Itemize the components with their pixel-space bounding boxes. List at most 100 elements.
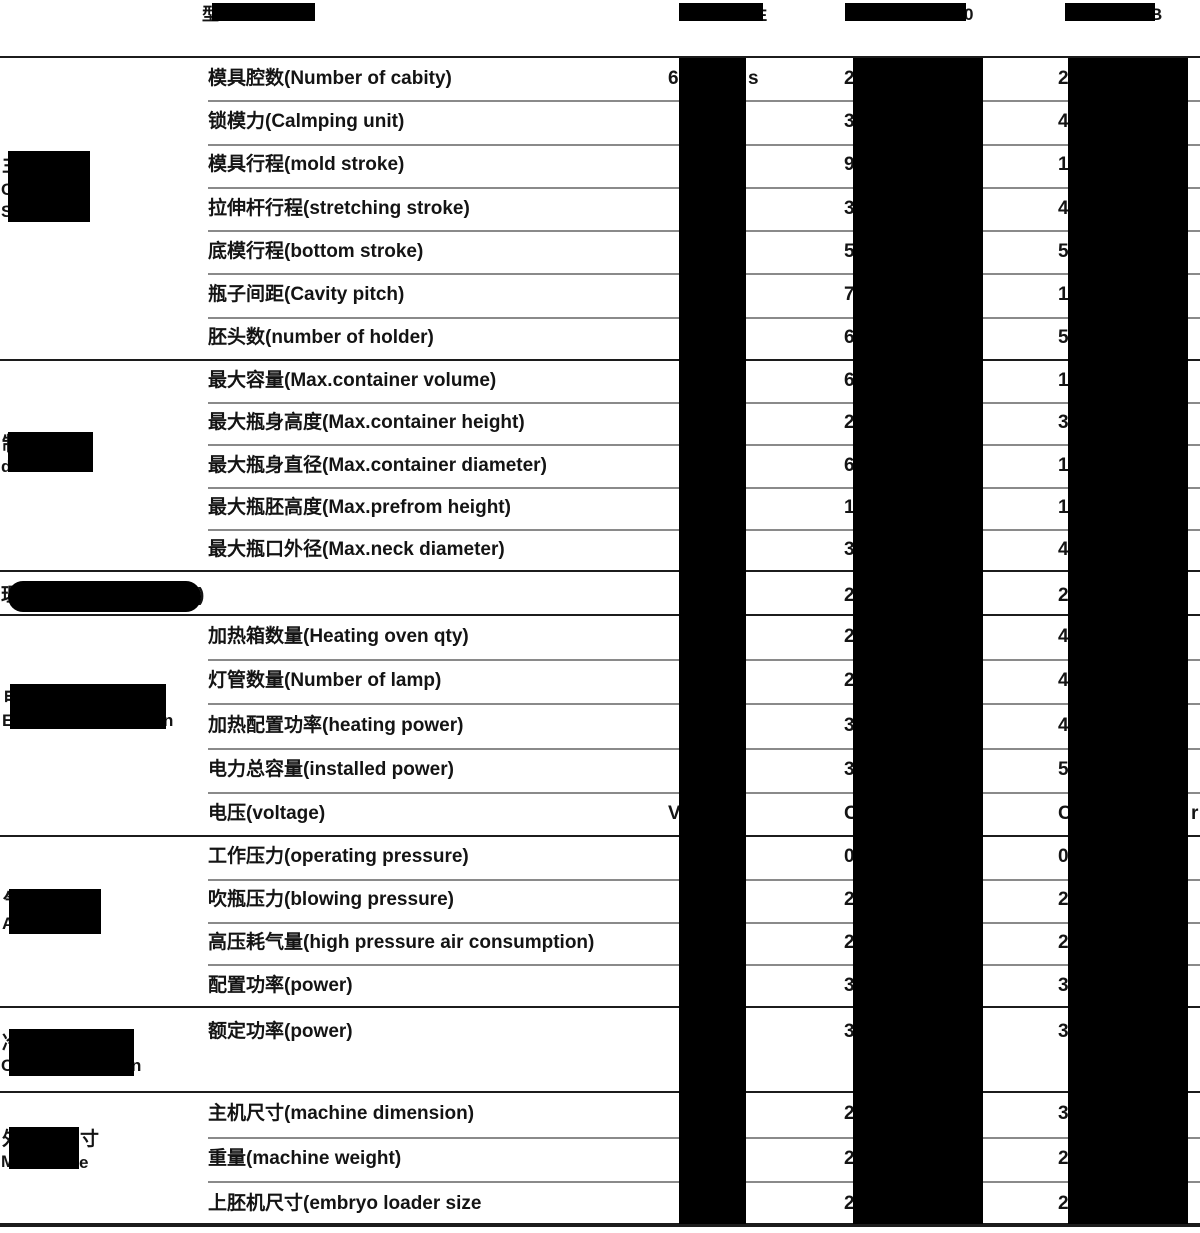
redaction-cat2 (8, 432, 93, 472)
divider (0, 614, 1200, 616)
value-col2-fragment: 3 (844, 198, 855, 219)
redaction-header-model1 (679, 3, 763, 21)
value-col2-fragment: 2 (844, 626, 855, 647)
value-col3-fragment: 5 (1058, 241, 1069, 262)
divider (0, 359, 1200, 361)
divider (0, 1091, 1200, 1093)
row-label: 工作压力(operating pressure) (208, 846, 469, 867)
value-col3-fragment: 4 (1058, 111, 1069, 132)
value-col3-fragment: 1 (1058, 154, 1069, 175)
redaction-cat4 (9, 889, 101, 934)
divider (0, 56, 1200, 58)
row-label: 最大瓶胚高度(Max.prefrom height) (208, 497, 511, 518)
row-label: 瓶子间距(Cavity pitch) (208, 284, 405, 305)
row-label: 底模行程(bottom stroke) (208, 241, 424, 262)
row-label: 主机尺寸(machine dimension) (208, 1103, 475, 1124)
value-col2-fragment: 9 (844, 154, 855, 175)
value-col3-fragment: 1 (1058, 284, 1069, 305)
value-col3-fragment: 4 (1058, 539, 1069, 560)
redaction-col1 (679, 58, 746, 1224)
cat2-fragment-line2: d (1, 457, 12, 476)
value-col2-fragment: 3 (844, 1021, 855, 1042)
row-label: 最大容量(Max.container volume) (208, 370, 497, 391)
value-col3-fragment: 4 (1058, 670, 1069, 691)
row-label: 拉伸杆行程(stretching stroke) (208, 198, 470, 219)
value-col1-fragment-left: 6 (668, 68, 679, 89)
value-col3-fragment-right: r (1191, 803, 1199, 824)
value-col3-fragment: 3 (1058, 975, 1069, 996)
redaction-col2 (853, 58, 983, 1224)
redaction-cat1 (8, 151, 90, 222)
cat3-fragment-line2-end: n (163, 711, 174, 730)
value-col2-fragment: 2 (844, 932, 855, 953)
redaction-header-model2 (845, 3, 966, 21)
value-col2-fragment: 3 (844, 975, 855, 996)
value-col3-fragment: 4 (1058, 715, 1069, 736)
row-label: 锁模力(Calmping unit) (208, 111, 405, 132)
output-row-fragment-right: ) (198, 585, 205, 606)
value-col2-fragment: 3 (844, 539, 855, 560)
cat1-fragment-line3: S (1, 202, 13, 221)
row-label: 胚头数(number of holder) (208, 327, 434, 348)
value-col2-fragment: 0 (844, 846, 855, 867)
value-col2-fragment: 2 (844, 1148, 855, 1169)
redaction-header-model3 (1065, 3, 1155, 21)
value-col3-fragment: 5 (1058, 759, 1069, 780)
value-col3-fragment: 2 (1058, 932, 1069, 953)
redaction-cat6 (9, 1127, 79, 1169)
value-col2-fragment: 3 (844, 715, 855, 736)
value-col2-fragment: 1 (844, 497, 855, 518)
value-col2-fragment: 2 (844, 412, 855, 433)
row-label: 最大瓶身高度(Max.container height) (208, 412, 525, 433)
row-label: 配置功率(power) (208, 975, 353, 996)
value-col2-fragment: 2 (844, 889, 855, 910)
value-col3-fragment: 3 (1058, 1021, 1069, 1042)
redaction-col3 (1068, 58, 1188, 1224)
row-label: 模具行程(mold stroke) (208, 154, 405, 175)
row-label: 最大瓶口外径(Max.neck diameter) (208, 539, 505, 560)
redaction-cat3 (10, 684, 166, 729)
row-label: 灯管数量(Number of lamp) (208, 670, 442, 691)
divider (0, 835, 1200, 837)
redaction-header-label (212, 3, 315, 21)
value-col2-fragment: 6 (844, 455, 855, 476)
value-col3-fragment: 5 (1058, 327, 1069, 348)
value-col2-fragment: 6 (844, 370, 855, 391)
row-label: 加热箱数量(Heating oven qty) (208, 626, 469, 647)
cat3-fragment-line2: E (2, 711, 14, 730)
value-col1-fragment-right: s (748, 68, 759, 89)
value-col2-fragment: 7 (844, 284, 855, 305)
header-model2-fragment: 0 (964, 5, 974, 24)
value-col3-fragment: 4 (1058, 626, 1069, 647)
value-col3-fragment: 3 (1058, 1103, 1069, 1124)
value-col1-fragment-left: V (668, 803, 681, 824)
value-col3-fragment: 2 (1058, 889, 1069, 910)
value-col2-fragment: 2 (844, 68, 855, 89)
row-label: 电力总容量(installed power) (208, 759, 454, 780)
value-col3-fragment: 3 (1058, 412, 1069, 433)
value-col3-fragment: 4 (1058, 198, 1069, 219)
value-col3-fragment: 1 (1058, 455, 1069, 476)
divider (0, 1006, 1200, 1008)
value-col2-fragment: 3 (844, 759, 855, 780)
value-col3-fragment: 0 (1058, 846, 1069, 867)
value-col2-fragment: 2 (844, 1193, 855, 1214)
value-col3-fragment: 2 (1058, 1148, 1069, 1169)
value-col2-fragment: 5 (844, 241, 855, 262)
value-col3-fragment: 2 (1058, 585, 1069, 606)
divider (0, 570, 1200, 572)
row-label: 重量(machine weight) (208, 1148, 402, 1169)
value-col3-fragment: 1 (1058, 370, 1069, 391)
row-label: 模具腔数(Number of cabity) (208, 68, 452, 89)
cat6-fragment-line1-end: 寸 (80, 1129, 100, 1150)
cat6-fragment-line2-end: e (79, 1153, 89, 1172)
table-bottom-border (0, 1223, 1200, 1227)
value-col2-fragment: 2 (844, 585, 855, 606)
value-col3-fragment: 2 (1058, 68, 1069, 89)
row-label: 最大瓶身直径(Max.container diameter) (208, 455, 547, 476)
value-col2-fragment: 3 (844, 111, 855, 132)
row-label: 额定功率(power) (208, 1021, 353, 1042)
row-label: 高压耗气量(high pressure air consumption) (208, 932, 595, 953)
value-col3-fragment: 1 (1058, 497, 1069, 518)
